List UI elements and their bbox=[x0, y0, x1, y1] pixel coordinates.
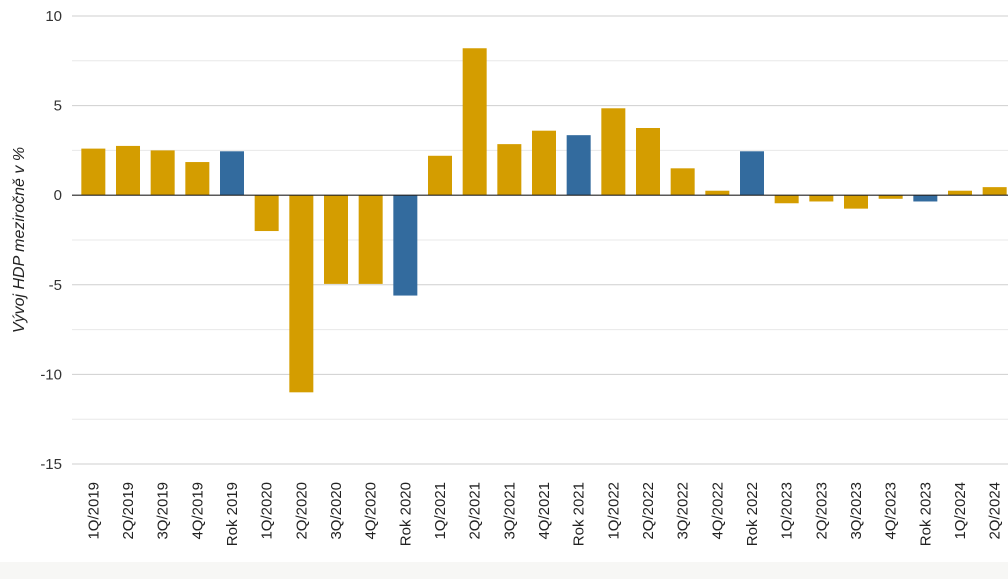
x-tick-label: 2Q/2020 bbox=[293, 482, 310, 540]
bar-quarter bbox=[705, 190, 730, 196]
y-tick-label: -10 bbox=[40, 366, 62, 383]
bar-year bbox=[220, 151, 244, 196]
x-tick-label: Rok 2023 bbox=[917, 482, 934, 546]
x-tick-label: 1Q/2021 bbox=[432, 482, 449, 540]
x-tick-label: 1Q/2024 bbox=[952, 482, 969, 540]
bar-quarter bbox=[254, 195, 279, 232]
x-tick-label: 2Q/2024 bbox=[987, 482, 1004, 540]
y-tick-label: 5 bbox=[54, 98, 62, 115]
x-tick-label: 3Q/2019 bbox=[155, 482, 172, 540]
x-tick-label: 4Q/2019 bbox=[189, 482, 206, 540]
x-tick-label: 1Q/2023 bbox=[779, 482, 796, 540]
x-tick-label: 2Q/2023 bbox=[813, 482, 830, 540]
gridlines bbox=[72, 15, 1008, 465]
x-tick-label: 3Q/2023 bbox=[848, 482, 865, 540]
bar-quarter bbox=[150, 150, 175, 196]
bar-year bbox=[913, 195, 938, 202]
bar-year bbox=[740, 151, 764, 196]
bar-quarter bbox=[878, 195, 903, 199]
x-tick-label: 1Q/2019 bbox=[85, 482, 102, 540]
bar-quarter bbox=[81, 148, 106, 196]
x-tick-label: 1Q/2022 bbox=[605, 482, 622, 540]
x-tick-label: 4Q/2022 bbox=[709, 482, 726, 540]
footer-strip bbox=[0, 562, 1008, 579]
bar-quarter bbox=[428, 155, 452, 196]
y-axis-title: Vývoj HDP meziročně v % bbox=[11, 147, 28, 333]
bar-quarter bbox=[324, 195, 348, 284]
bar-quarter bbox=[116, 145, 140, 196]
bar-quarter bbox=[948, 190, 972, 196]
bar-quarter bbox=[774, 195, 799, 204]
bar-quarter bbox=[809, 195, 834, 202]
x-tick-label: 4Q/2021 bbox=[536, 482, 553, 540]
bar-quarter bbox=[670, 168, 695, 196]
bar-quarter bbox=[636, 128, 660, 196]
bar-quarter bbox=[497, 144, 522, 196]
bar-quarter bbox=[185, 162, 210, 196]
y-tick-label: -5 bbox=[49, 277, 62, 294]
bar-quarter bbox=[532, 130, 556, 196]
bar-quarter bbox=[289, 195, 314, 393]
x-axis-ticks: 1Q/2019 2Q/2019 3Q/2019 4Q/2019 Rok 2019 1Q/2… bbox=[85, 482, 1003, 546]
x-tick-label: 3Q/2022 bbox=[675, 482, 692, 540]
x-tick-label: 3Q/2020 bbox=[328, 482, 345, 540]
y-tick-label: 10 bbox=[45, 8, 62, 25]
bar-year bbox=[393, 195, 418, 296]
x-tick-label: Rok 2022 bbox=[744, 482, 761, 546]
y-tick-label: -15 bbox=[40, 456, 62, 473]
x-tick-label: Rok 2019 bbox=[224, 482, 241, 546]
bar-quarter bbox=[844, 195, 868, 209]
bar-quarter bbox=[462, 48, 487, 196]
x-tick-label: 2Q/2019 bbox=[120, 482, 137, 540]
x-tick-label: 3Q/2021 bbox=[501, 482, 518, 540]
bar-year bbox=[566, 135, 591, 196]
x-tick-label: 1Q/2020 bbox=[259, 482, 276, 540]
bar-quarter bbox=[982, 187, 1007, 196]
bar-quarter bbox=[358, 195, 383, 284]
x-tick-label: 4Q/2023 bbox=[883, 482, 900, 540]
x-tick-label: 2Q/2021 bbox=[467, 482, 484, 540]
x-tick-label: 2Q/2022 bbox=[640, 482, 657, 540]
x-tick-label: 4Q/2020 bbox=[363, 482, 380, 540]
x-tick-label: Rok 2020 bbox=[397, 482, 414, 546]
bar-series bbox=[81, 48, 1007, 393]
bar-quarter bbox=[601, 108, 626, 196]
x-tick-label: Rok 2021 bbox=[571, 482, 588, 546]
y-axis-ticks: 10 5 0 -5 -10 -15 bbox=[40, 8, 62, 473]
y-tick-label: 0 bbox=[54, 187, 62, 204]
